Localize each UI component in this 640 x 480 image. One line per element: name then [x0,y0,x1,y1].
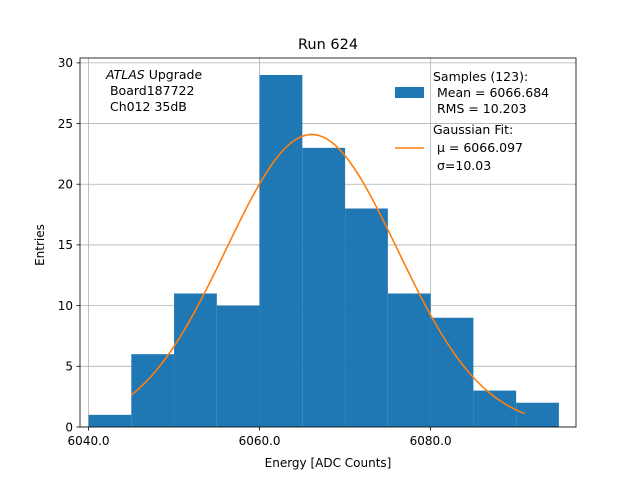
legend-fit-mu: μ = 6066.097 [433,140,523,155]
gaussian-fit-curve [130,133,525,415]
histogram-bar [302,147,346,427]
histogram-bar [131,354,175,427]
y-axis-label: Entries [33,224,47,266]
y-tick-label: 10 [58,299,73,313]
histogram-bar [174,293,217,427]
axes-frame [79,57,577,428]
legend-samples-rms: RMS = 10.203 [433,101,527,116]
x-tick-label: 6060.0 [239,434,281,448]
legend: Samples (123): Mean = 6066.684 RMS = 10.… [395,69,549,173]
annotation-upgrade: Upgrade [145,67,203,82]
annotation-line-1: ATLAS Upgrade [105,67,202,82]
x-axis-label: Energy [ADC Counts] [265,456,392,470]
histogram-bar [345,208,388,427]
gaussian-fit-line [130,133,525,415]
y-tick-label: 5 [65,360,73,374]
histogram-bar [387,293,431,427]
y-tick-label: 15 [58,238,73,252]
legend-samples-title: Samples (123): [433,69,528,84]
chart-title: Run 624 [298,37,358,53]
histogram-bar [259,74,303,428]
annotation-line-3: Ch012 35dB [106,99,187,114]
y-tick-label: 0 [65,420,73,434]
y-tick-label: 30 [58,56,73,70]
x-tick-label: 6040.0 [68,434,110,448]
legend-swatch-samples [395,87,424,98]
annotation-line-2: Board187722 [106,83,194,98]
legend-fit-title: Gaussian Fit: [433,122,513,137]
histogram-bar [216,305,260,427]
legend-samples-mean: Mean = 6066.684 [433,85,549,100]
x-tick-label: 6080.0 [410,434,452,448]
histogram-bar [88,414,132,427]
annotation-atlas: ATLAS [105,67,145,82]
y-axis-ticks: 0 5 10 15 20 25 30 [58,56,80,434]
histogram-bars [88,74,559,428]
legend-fit-sigma: σ=10.03 [433,158,491,173]
histogram-bar [430,317,474,427]
y-tick-label: 25 [58,117,73,131]
annotation-box: ATLAS Upgrade Board187722 Ch012 35dB [105,67,202,114]
x-axis-ticks: 6040.0 6060.0 6080.0 [68,427,452,448]
histogram-bar [516,402,559,427]
y-tick-label: 20 [58,178,73,192]
